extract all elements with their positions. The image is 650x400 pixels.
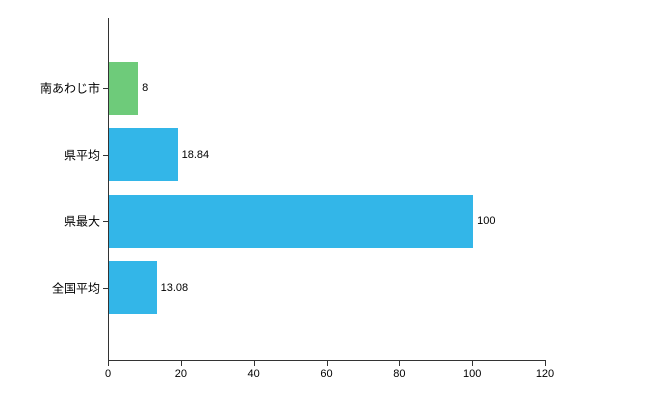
x-axis-tick xyxy=(472,361,474,366)
y-axis-tick xyxy=(103,88,108,90)
x-axis-tick-label: 60 xyxy=(320,368,333,380)
x-axis-tick-label: 20 xyxy=(174,368,187,380)
x-axis-tick-label: 120 xyxy=(535,368,555,380)
x-axis-tick-label: 100 xyxy=(462,368,482,380)
category-label: 南あわじ市 xyxy=(39,81,100,96)
bar-0 xyxy=(109,61,139,115)
category-label: 全国平均 xyxy=(51,281,100,296)
bar-value-label: 18.84 xyxy=(181,148,210,161)
y-axis-tick xyxy=(103,287,108,289)
plot-area: 8 18.84 100 13.08 xyxy=(108,18,546,361)
x-axis-tick xyxy=(253,361,255,366)
x-axis-tick xyxy=(180,361,182,366)
x-axis-tick-label: 80 xyxy=(393,368,406,380)
category-label: 県平均 xyxy=(63,148,100,163)
bar-3 xyxy=(109,261,157,315)
x-axis-tick-label: 0 xyxy=(104,368,112,380)
bar-value-label: 8 xyxy=(142,82,149,95)
y-axis-tick xyxy=(103,221,108,223)
bar-2 xyxy=(109,194,474,248)
bar-value-label: 13.08 xyxy=(160,281,189,294)
x-axis-tick xyxy=(399,361,401,366)
x-axis-tick xyxy=(545,361,546,366)
x-axis-tick xyxy=(326,361,328,366)
x-axis-tick xyxy=(108,361,109,366)
x-axis-tick-label: 40 xyxy=(247,368,260,380)
y-axis-tick xyxy=(103,154,108,156)
bar-value-label: 100 xyxy=(477,215,496,228)
bar-1 xyxy=(109,128,178,182)
category-label: 県最大 xyxy=(63,214,100,229)
